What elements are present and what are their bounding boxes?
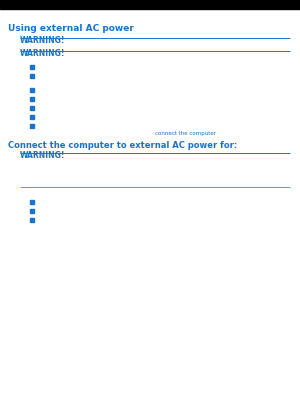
Bar	[30, 65, 34, 69]
Text: WARNING!: WARNING!	[20, 36, 65, 45]
Bar	[30, 97, 34, 101]
Text: Using external AC power: Using external AC power	[8, 24, 134, 33]
Bar	[30, 209, 34, 213]
Bar	[30, 115, 34, 119]
Text: Connect the computer to external AC power for:: Connect the computer to external AC powe…	[8, 141, 237, 150]
Bar	[30, 88, 34, 92]
Text: WARNING!: WARNING!	[20, 151, 65, 160]
Bar	[30, 106, 34, 110]
Bar	[30, 74, 34, 78]
Text: connect the computer: connect the computer	[155, 131, 216, 136]
Bar	[30, 124, 34, 128]
Text: WARNING!: WARNING!	[20, 49, 65, 58]
Bar	[0, 0, 300, 9]
Bar	[30, 200, 34, 204]
Bar	[30, 218, 34, 222]
